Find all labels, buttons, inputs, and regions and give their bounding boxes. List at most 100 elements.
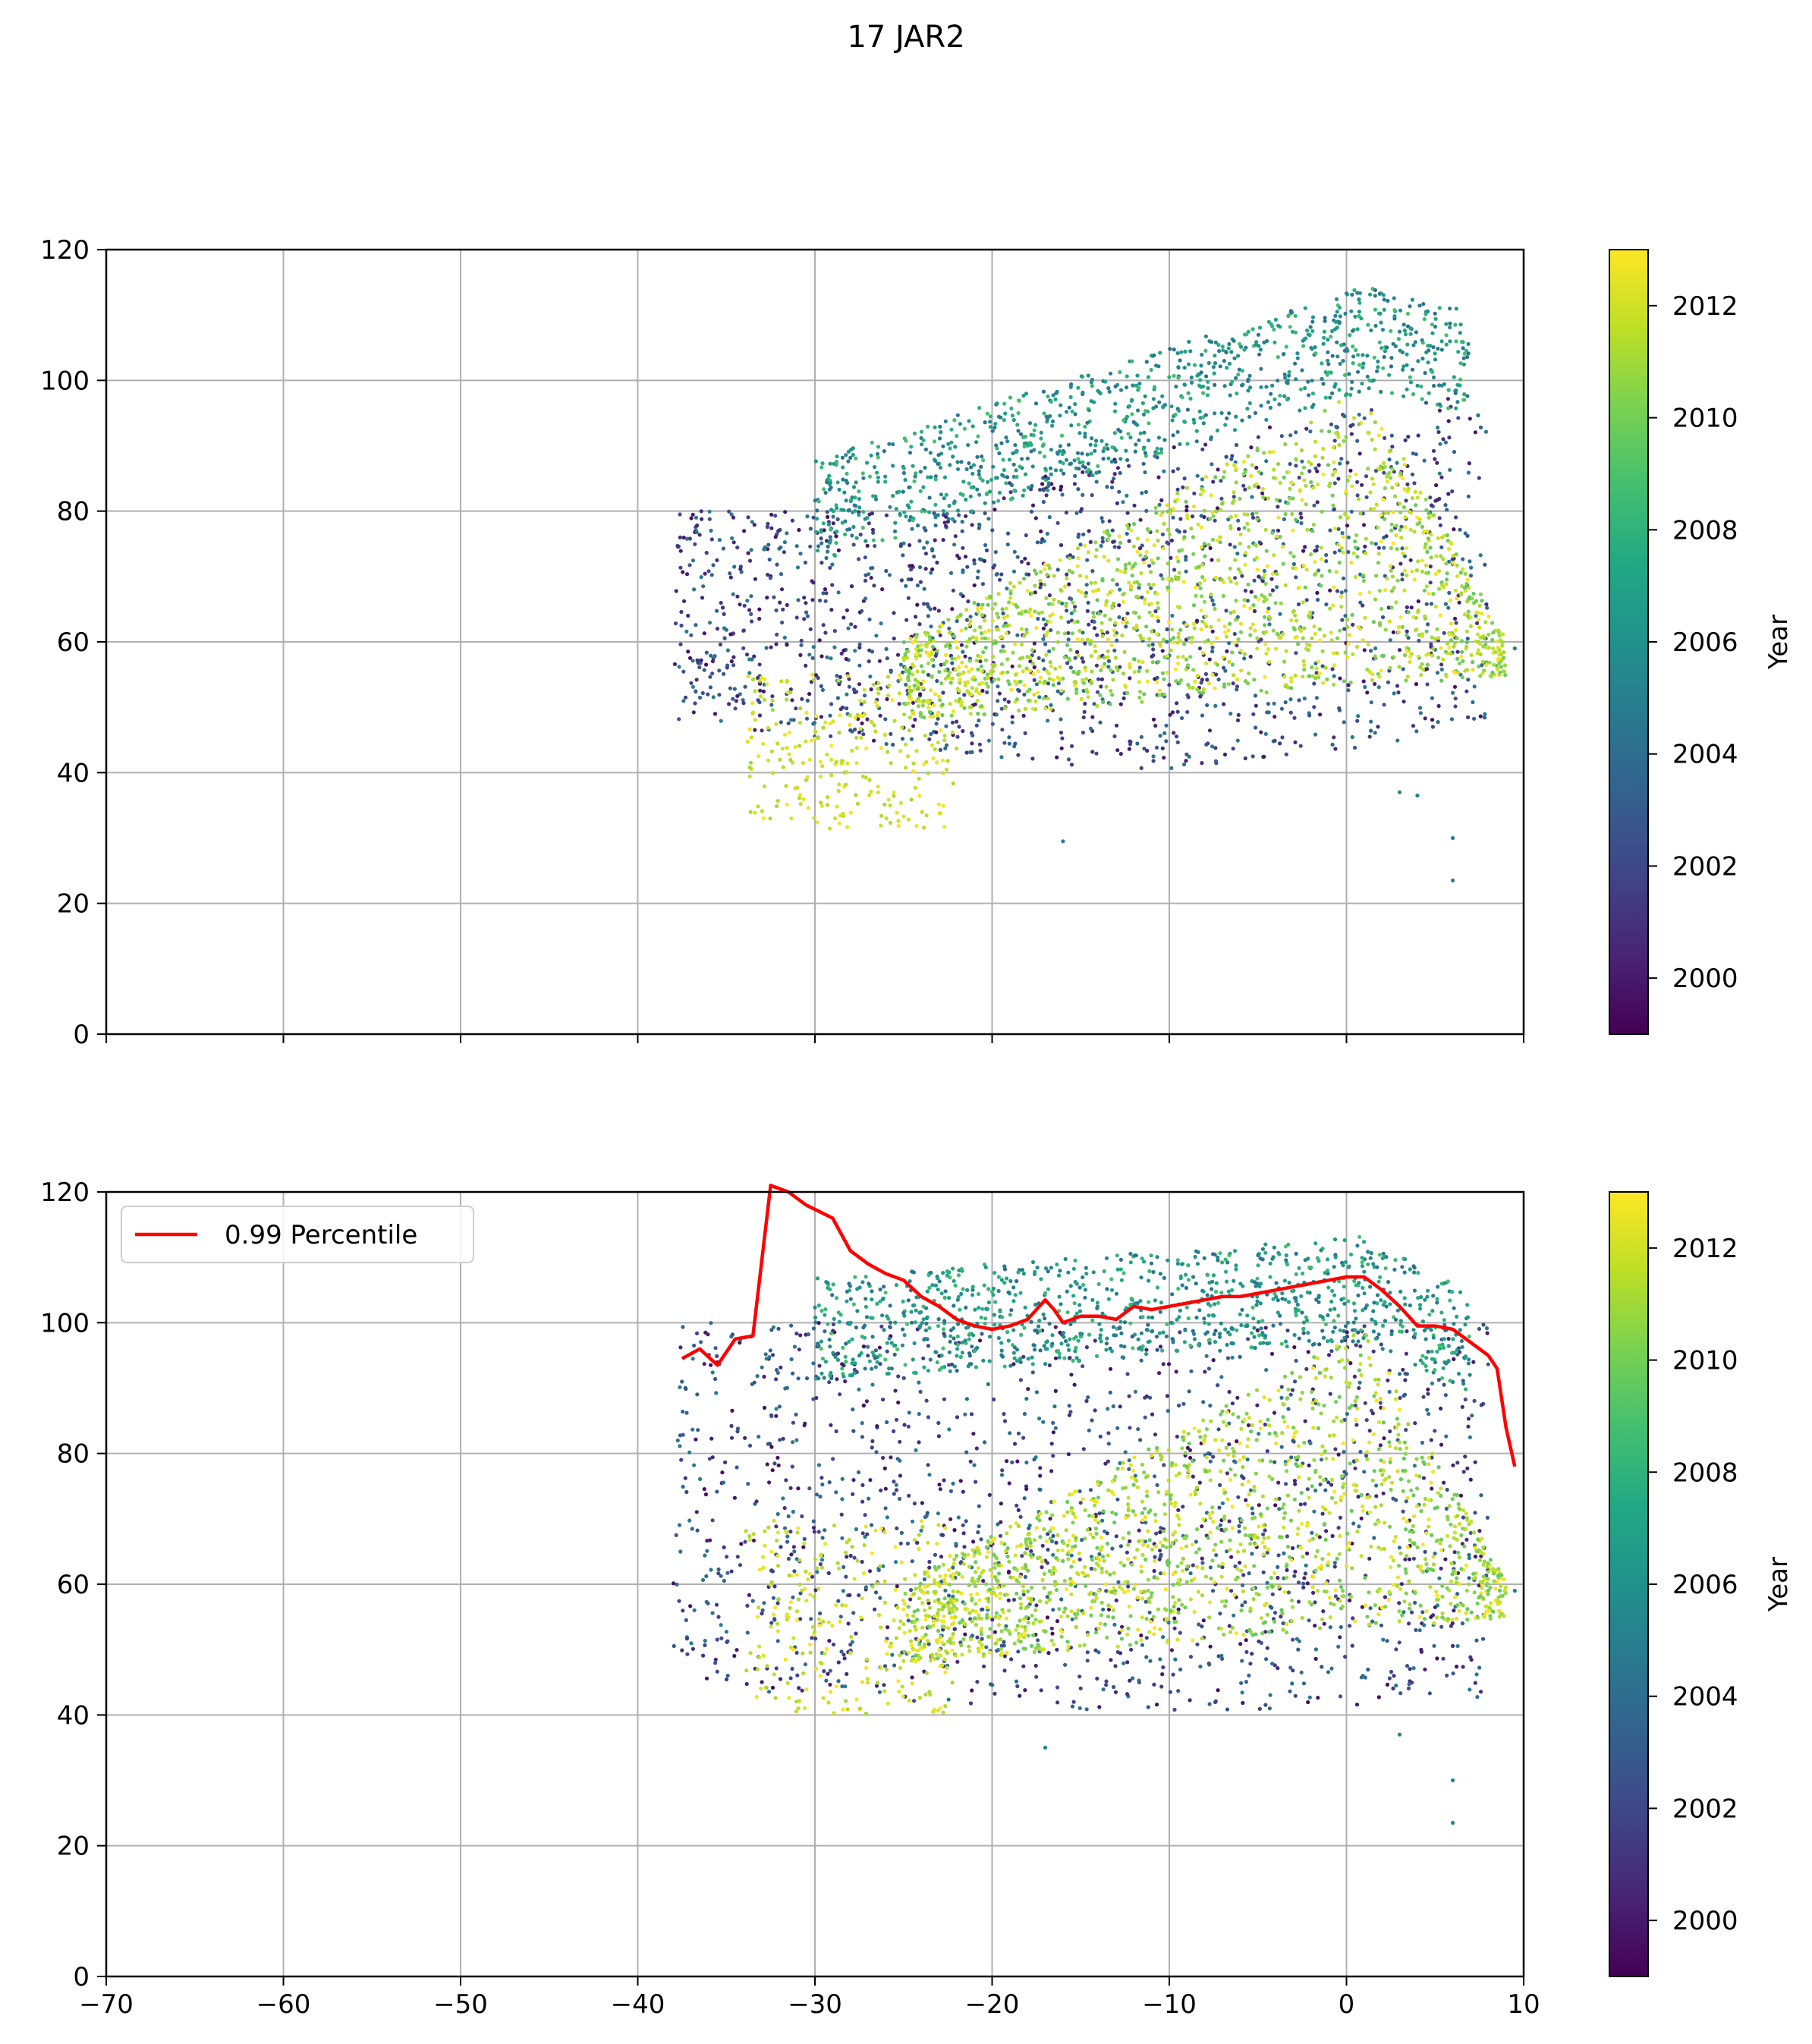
scatter-point bbox=[980, 636, 984, 641]
scatter-point bbox=[1278, 534, 1282, 539]
scatter-point bbox=[898, 677, 903, 681]
scatter-point bbox=[1222, 665, 1226, 670]
scatter-point bbox=[938, 747, 942, 753]
scatter-point bbox=[1487, 660, 1492, 665]
scatter-point bbox=[1022, 634, 1027, 638]
scatter-point bbox=[678, 1385, 682, 1389]
scatter-point bbox=[794, 1557, 799, 1561]
scatter-point bbox=[1171, 515, 1175, 520]
scatter-point bbox=[1104, 684, 1109, 689]
scatter-point bbox=[1063, 584, 1068, 589]
scatter-point bbox=[1263, 642, 1268, 646]
scatter-point bbox=[1190, 640, 1194, 645]
scatter-point bbox=[1050, 602, 1055, 606]
scatter-point bbox=[1191, 668, 1196, 672]
scatter-point bbox=[989, 477, 994, 483]
scatter-point bbox=[1224, 634, 1228, 639]
scatter-point bbox=[1461, 557, 1465, 561]
scatter-point bbox=[832, 629, 837, 634]
scatter-point bbox=[1380, 328, 1385, 332]
scatter-point bbox=[1031, 433, 1036, 438]
scatter-point bbox=[704, 662, 709, 667]
scatter-point bbox=[756, 698, 760, 703]
scatter-point bbox=[1390, 445, 1395, 449]
scatter-point bbox=[1339, 343, 1344, 347]
scatter-point bbox=[1477, 625, 1482, 630]
scatter-point bbox=[1183, 349, 1188, 354]
scatter-point bbox=[1058, 460, 1062, 464]
scatter-point bbox=[1451, 553, 1455, 558]
scatter-point bbox=[1436, 346, 1440, 351]
scatter-point bbox=[1418, 711, 1423, 715]
scatter-point bbox=[1156, 556, 1160, 561]
scatter-point bbox=[1037, 680, 1042, 684]
scatter-point bbox=[835, 804, 839, 809]
scatter-point bbox=[1461, 346, 1465, 351]
scatter-point bbox=[1023, 731, 1027, 736]
scatter-point bbox=[1099, 439, 1104, 443]
scatter-point bbox=[891, 464, 895, 468]
scatter-point bbox=[1055, 520, 1060, 525]
scatter-point bbox=[969, 485, 974, 490]
scatter-point bbox=[946, 1593, 952, 1598]
scatter-point bbox=[959, 700, 964, 704]
scatter-point bbox=[990, 429, 995, 433]
scatter-point bbox=[1416, 599, 1420, 604]
scatter-point bbox=[1464, 644, 1469, 649]
scatter-point bbox=[1367, 734, 1372, 739]
scatter-point bbox=[902, 510, 907, 514]
scatter-point bbox=[689, 681, 694, 685]
scatter-point bbox=[1094, 470, 1099, 475]
scatter-point bbox=[1452, 640, 1457, 645]
scatter-point bbox=[867, 572, 871, 577]
scatter-point bbox=[1043, 474, 1048, 479]
scatter-point bbox=[1252, 578, 1257, 583]
scatter-point bbox=[1388, 665, 1392, 671]
scatter-point bbox=[1162, 469, 1166, 473]
scatter-point bbox=[907, 728, 911, 733]
scatter-point bbox=[1181, 1505, 1185, 1509]
scatter-point bbox=[1436, 636, 1441, 640]
scatter-point bbox=[1320, 361, 1324, 366]
scatter-point bbox=[1191, 603, 1196, 608]
scatter-point bbox=[1144, 549, 1149, 555]
scatter-point bbox=[1002, 741, 1007, 745]
scatter-point bbox=[961, 1531, 966, 1536]
scatter-point bbox=[703, 571, 707, 576]
scatter-point bbox=[901, 553, 905, 558]
scatter-point bbox=[781, 607, 785, 612]
scatter-point bbox=[1153, 454, 1157, 458]
scatter-point bbox=[1321, 681, 1326, 685]
scatter-point bbox=[680, 1379, 684, 1384]
scatter-point bbox=[892, 637, 896, 641]
scatter-point bbox=[1184, 759, 1188, 763]
scatter-point bbox=[1320, 455, 1325, 461]
scatter-point bbox=[1275, 498, 1279, 502]
scatter-point bbox=[1018, 680, 1022, 684]
scatter-point bbox=[1482, 715, 1487, 720]
scatter-point bbox=[901, 814, 906, 819]
scatter-point bbox=[1189, 527, 1194, 531]
scatter-point bbox=[761, 816, 766, 820]
scatter-point bbox=[1094, 663, 1099, 668]
scatter-point bbox=[816, 499, 821, 504]
scatter-point bbox=[1428, 580, 1433, 585]
scatter-point bbox=[1226, 517, 1231, 522]
scatter-point bbox=[1030, 503, 1036, 508]
scatter-point bbox=[1112, 431, 1117, 436]
scatter-point bbox=[1331, 603, 1335, 608]
scatter-point bbox=[916, 644, 920, 649]
scatter-point bbox=[1059, 587, 1063, 592]
scatter-point bbox=[804, 778, 808, 782]
scatter-point bbox=[1215, 506, 1220, 511]
scatter-point bbox=[1332, 460, 1336, 465]
scatter-point bbox=[1120, 633, 1125, 638]
scatter-point bbox=[1452, 375, 1456, 379]
scatter-point bbox=[888, 505, 892, 509]
scatter-point bbox=[1071, 600, 1075, 605]
scatter-point bbox=[1269, 392, 1273, 396]
scatter-point bbox=[1127, 539, 1131, 543]
scatter-point bbox=[890, 1652, 895, 1657]
scatter-point bbox=[1315, 500, 1320, 505]
